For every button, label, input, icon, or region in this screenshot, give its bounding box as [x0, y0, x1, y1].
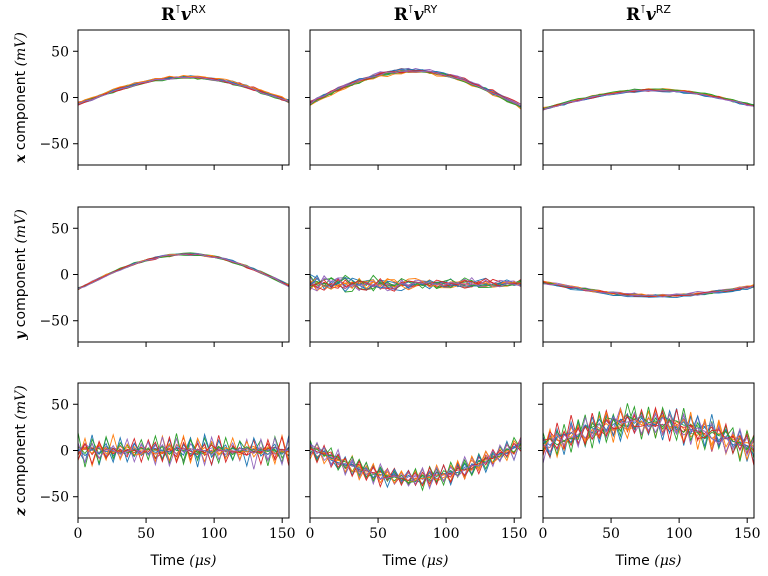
x-tick-label: 50	[137, 526, 155, 542]
x-tick-label: 150	[269, 526, 296, 542]
trace-line	[543, 406, 754, 464]
trace-line	[310, 277, 521, 289]
trace-line	[78, 76, 289, 106]
x-axis-label: Time (μs)	[382, 553, 449, 569]
trace-line	[543, 281, 754, 297]
trace-line	[543, 88, 754, 111]
trace-line	[543, 89, 754, 110]
y-tick-label: −50	[39, 490, 69, 506]
trace-line	[310, 68, 521, 105]
axes-frame	[309, 206, 522, 343]
trace-line	[78, 432, 289, 468]
y-tick-label: −50	[39, 137, 69, 153]
trace-line	[310, 274, 521, 291]
panel-r0-c0: −50 0 50	[39, 29, 290, 170]
y-tick-label: 50	[51, 221, 69, 237]
axes-frame	[77, 29, 290, 166]
trace-line	[310, 70, 521, 107]
x-tick-label: 0	[539, 526, 548, 542]
axes-frame	[542, 382, 755, 519]
x-tick-label: 0	[74, 526, 83, 542]
trace-line	[543, 405, 754, 462]
row-label: x component (mV)	[13, 32, 29, 164]
trace-line	[543, 412, 754, 457]
trace-line	[78, 76, 289, 104]
trace-line	[78, 435, 289, 467]
panel-r1-c2	[538, 206, 755, 347]
x-tick-label: 100	[433, 526, 460, 542]
trace-line	[543, 409, 754, 460]
x-axis-label: Time (μs)	[615, 553, 682, 569]
trace-line	[310, 277, 521, 291]
panel-r2-c1: 0 50 100 150	[305, 382, 528, 542]
trace-line	[78, 253, 289, 291]
y-tick-label: 50	[51, 397, 69, 413]
trace-line	[310, 442, 521, 487]
y-tick-label: −50	[39, 314, 69, 330]
trace-line	[78, 75, 289, 104]
column-title: R⊺vRY	[394, 3, 438, 25]
trace-line	[543, 408, 754, 451]
row-label: y component (mV)	[13, 209, 29, 341]
trace-line	[310, 442, 521, 488]
panel-r2-c0: 0 50 100 150 −50 0 50	[39, 382, 296, 542]
trace-line	[78, 253, 289, 290]
trace-line	[543, 283, 754, 298]
y-tick-label: 0	[60, 268, 69, 284]
x-tick-label: 50	[369, 526, 387, 542]
trace-line	[310, 437, 521, 490]
y-tick-label: 0	[60, 444, 69, 460]
trace-line	[310, 277, 521, 292]
trace-line	[543, 281, 754, 297]
panel-r1-c1	[305, 206, 522, 347]
trace-line	[543, 281, 754, 297]
trace-line	[78, 76, 289, 105]
trace-line	[310, 441, 521, 487]
x-axis-label: Time (μs)	[150, 553, 217, 569]
trace-line	[78, 436, 289, 468]
x-tick-label: 150	[734, 526, 761, 542]
y-tick-label: 0	[60, 91, 69, 107]
x-tick-label: 100	[666, 526, 693, 542]
panel-r0-c2	[538, 29, 755, 170]
panel-r0-c1	[305, 29, 522, 170]
axes-frame	[542, 206, 755, 343]
row-label: z component (mV)	[13, 385, 29, 516]
trace-line	[543, 412, 754, 457]
trace-line	[310, 70, 521, 107]
y-tick-label: 50	[51, 44, 69, 60]
panel-r2-c2: 0 50 100 150	[538, 382, 761, 542]
x-tick-label: 100	[201, 526, 228, 542]
trace-line	[78, 433, 289, 465]
trace-line	[78, 433, 289, 466]
axes-frame	[309, 29, 522, 166]
axes-frame	[309, 382, 522, 519]
column-title: R⊺vRZ	[626, 3, 671, 25]
x-tick-label: 0	[306, 526, 315, 542]
column-title: R⊺vRX	[161, 3, 206, 25]
trace-line	[543, 409, 754, 466]
x-tick-label: 50	[602, 526, 620, 542]
x-tick-label: 150	[501, 526, 528, 542]
panel-r1-c0: −50 0 50	[39, 206, 290, 347]
